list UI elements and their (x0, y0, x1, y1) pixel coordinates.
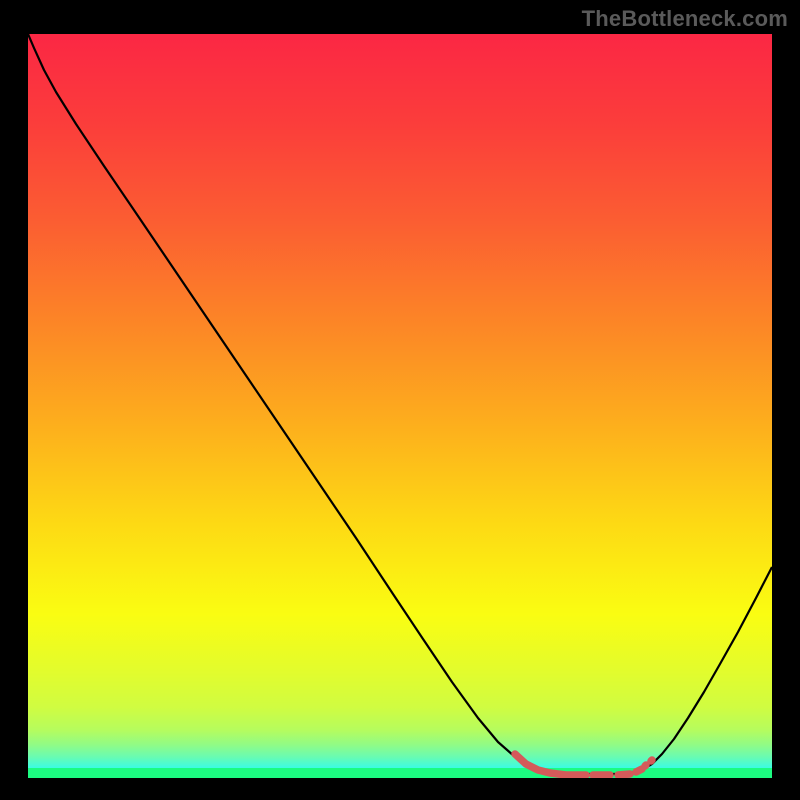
bottom-green-band (28, 768, 772, 778)
watermark-text: TheBottleneck.com (582, 6, 788, 32)
plot-svg (28, 34, 772, 778)
gradient-fill (28, 34, 772, 778)
plot-area (28, 34, 772, 778)
chart-frame: TheBottleneck.com (0, 0, 800, 800)
